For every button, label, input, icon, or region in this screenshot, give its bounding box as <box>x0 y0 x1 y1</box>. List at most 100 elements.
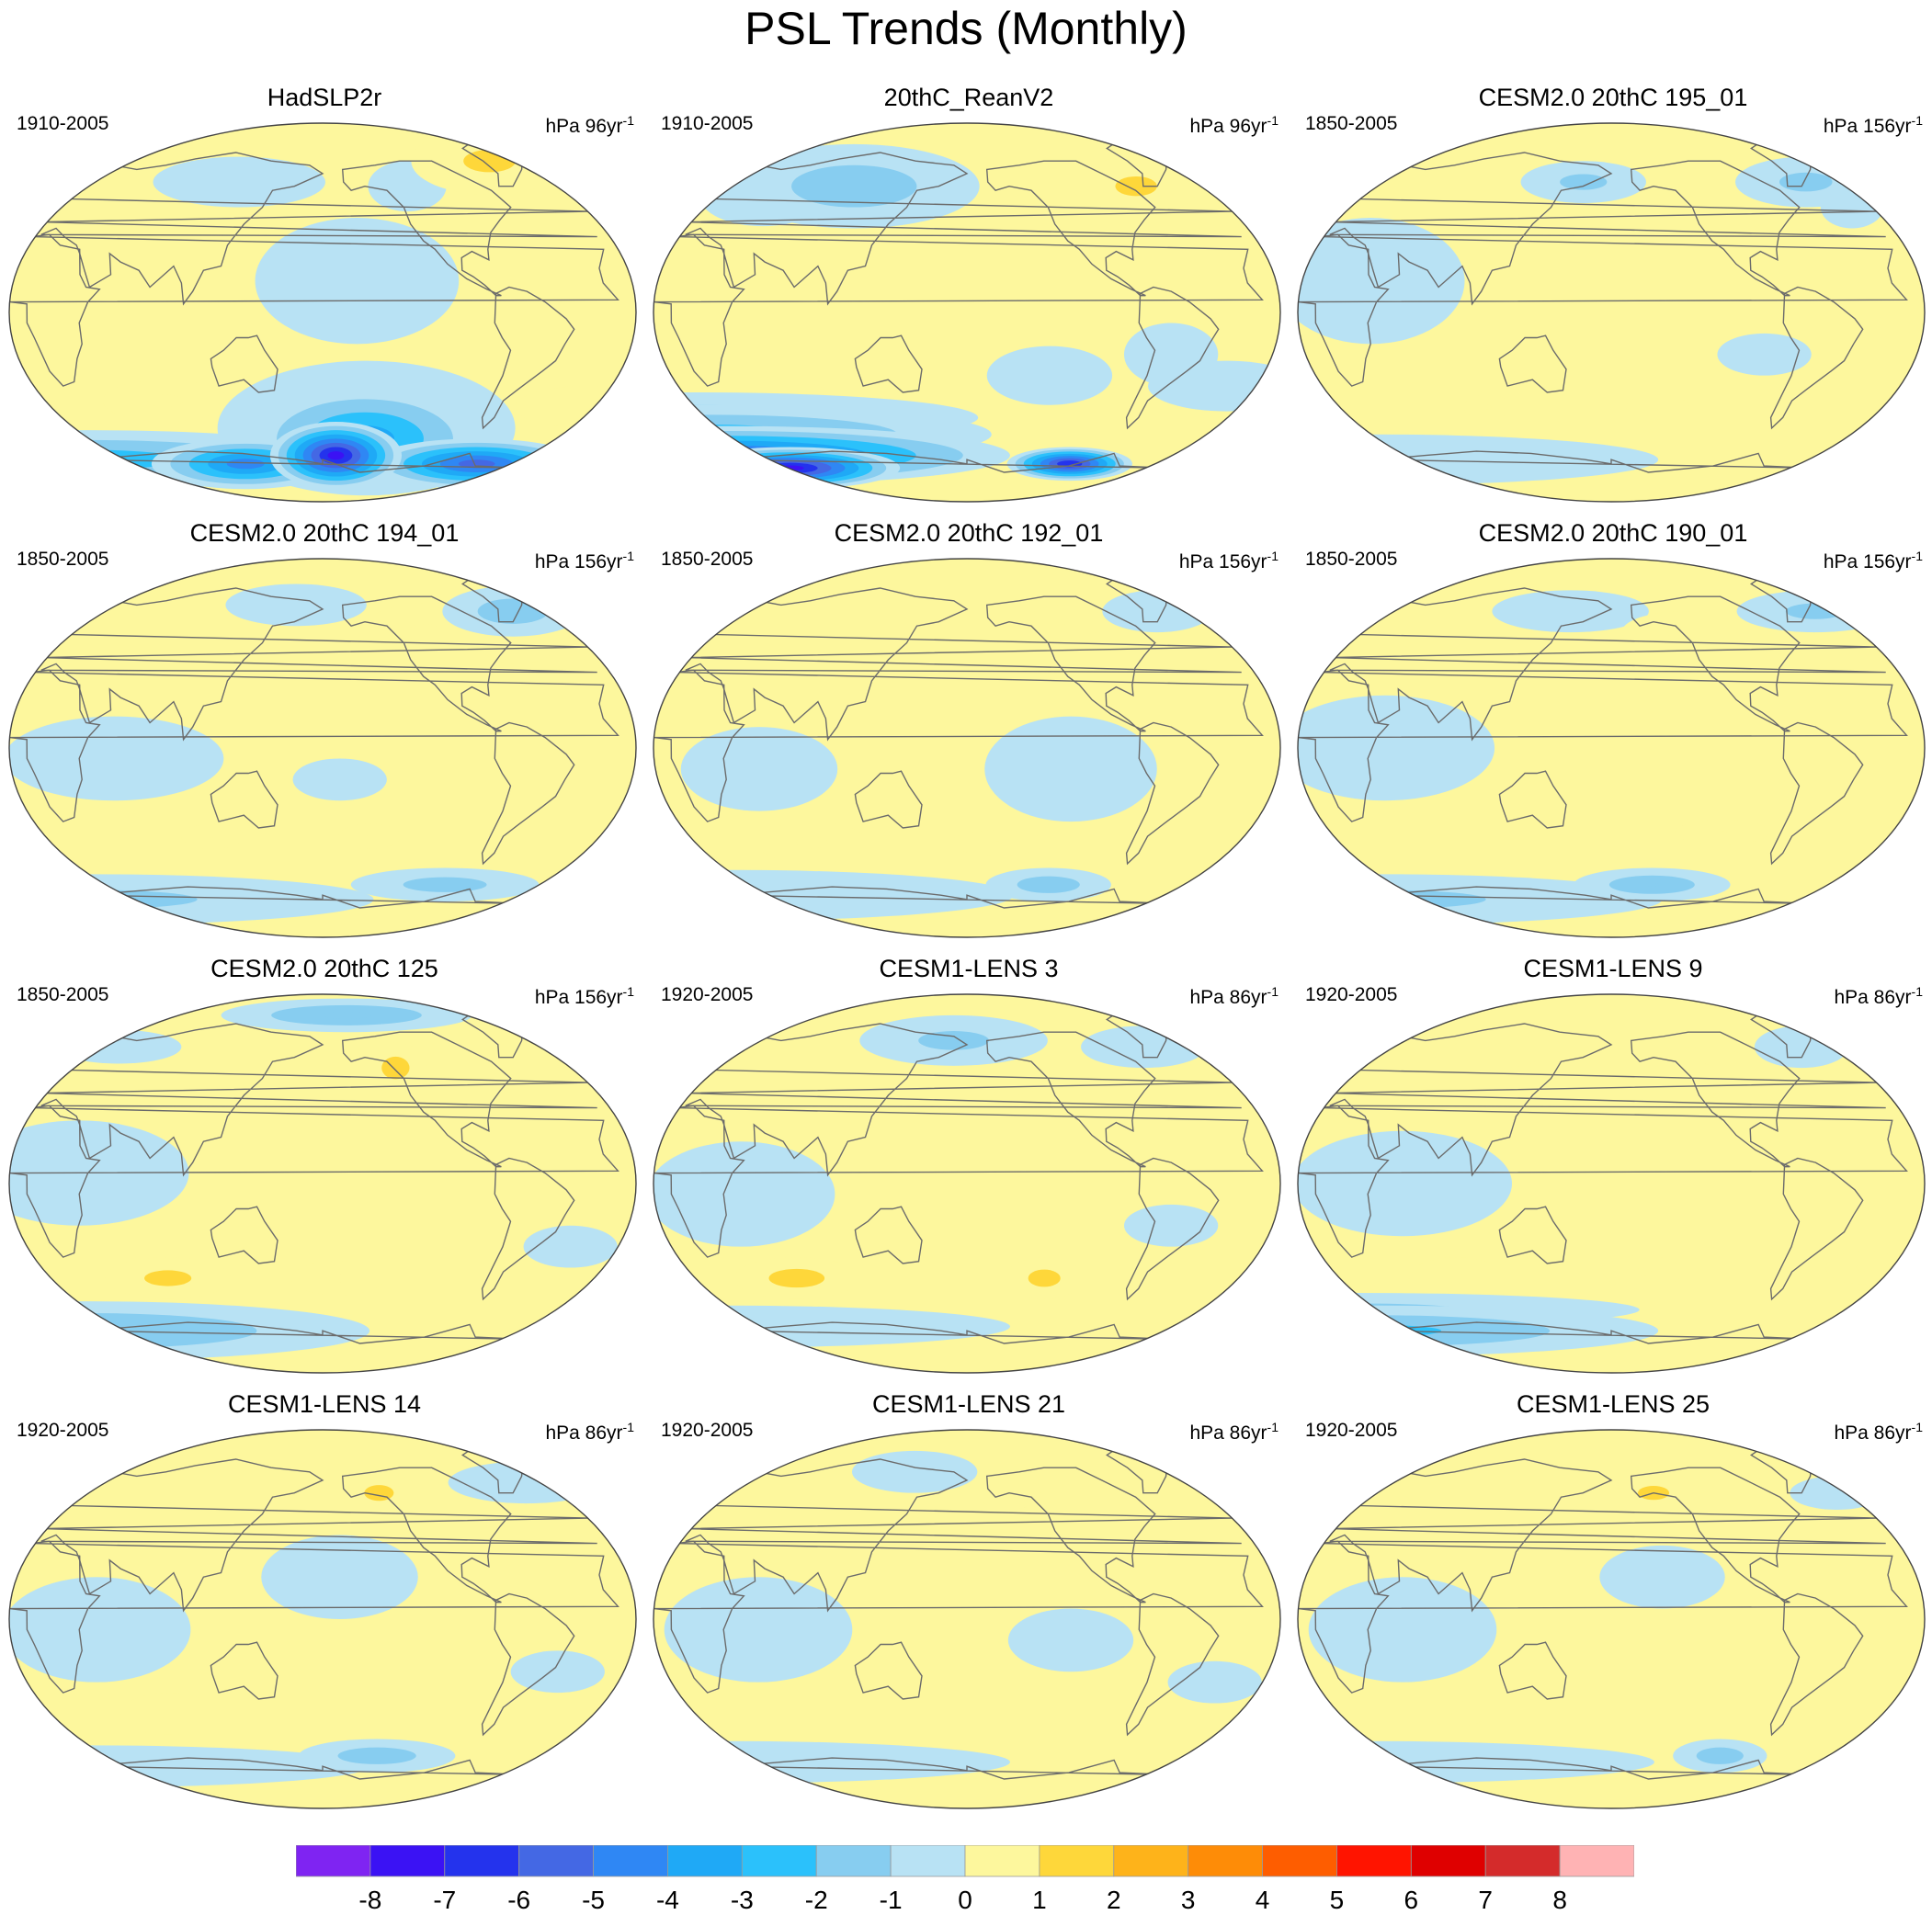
trend-contour <box>1167 1660 1262 1704</box>
coastline <box>341 1467 512 1603</box>
coastline <box>1498 1641 1567 1700</box>
coastline <box>341 595 512 732</box>
trend-contour <box>327 1274 349 1283</box>
trend-contour <box>276 598 317 611</box>
map-plot <box>653 1429 1281 1809</box>
panel-title: CESM2.0 20thC 194_01 <box>189 519 460 547</box>
trend-contour <box>1686 1062 1712 1073</box>
panel-units-text: hPa 156yr <box>534 551 623 572</box>
map-plot <box>8 1429 637 1809</box>
colorbar-swatch <box>1484 1845 1561 1877</box>
trend-contour <box>509 638 528 648</box>
coastline <box>1125 721 1220 866</box>
coastline <box>1769 1592 1864 1737</box>
coastline <box>210 770 278 829</box>
panel-title: CESM1-LENS 9 <box>1523 955 1703 982</box>
trend-contour <box>448 1461 606 1504</box>
panel-title: CESM1-LENS 3 <box>879 955 1059 982</box>
panel-units: hPa 86yr-1 <box>1834 980 1923 1010</box>
trend-contour <box>1718 831 1727 833</box>
map-border <box>8 1429 637 1809</box>
coastline <box>481 286 575 430</box>
colorbar-tick-label: 8 <box>1552 1886 1567 1914</box>
colorbar-swatch <box>1039 1845 1115 1877</box>
panel-units-exponent: -1 <box>1911 984 1923 999</box>
map-panel: CESM2.0 20thC 190_01 1850-2005 hPa 156yr-1 <box>1296 518 1930 938</box>
panel-units: hPa 156yr-1 <box>535 544 634 574</box>
panel-units-exponent: -1 <box>1911 1420 1923 1434</box>
coastline <box>854 770 923 829</box>
colorbar-tick-label: -7 <box>433 1886 457 1914</box>
coastline <box>1498 334 1567 393</box>
panel-units-text: hPa 96yr <box>545 116 623 137</box>
trend-contour <box>523 1225 618 1268</box>
trend-contour <box>153 156 326 208</box>
coastline <box>1329 1458 1886 1613</box>
panel-period: 1850-2005 <box>1305 113 1398 134</box>
trend-contour <box>1298 218 1465 345</box>
map-border <box>8 993 637 1374</box>
coastline <box>1329 1023 1886 1177</box>
coastline <box>1298 1540 1908 1694</box>
map-panel: HadSLP2r 1910-2005 hPa 96yr-1 <box>7 83 642 503</box>
trend-contour <box>406 623 443 641</box>
panel-period: 1920-2005 <box>1305 984 1398 1005</box>
colorbar-tick-label: 2 <box>1106 1886 1121 1914</box>
trend-contour <box>680 727 838 811</box>
coastline <box>210 1641 278 1700</box>
trend-contour <box>1599 1545 1725 1609</box>
coastline <box>985 595 1156 732</box>
colorbar-tick-label: -2 <box>804 1886 828 1914</box>
panel-period: 1910-2005 <box>17 113 109 134</box>
panel-units-exponent: -1 <box>1911 549 1923 563</box>
panel-period: 1850-2005 <box>17 549 109 570</box>
panel-period: 1850-2005 <box>1305 549 1398 570</box>
panel-units: hPa 156yr-1 <box>535 980 634 1010</box>
panel-units-exponent: -1 <box>1267 113 1279 128</box>
panel-units-exponent: -1 <box>1267 549 1279 563</box>
panel-units-exponent: -1 <box>1267 984 1279 999</box>
trend-contour <box>1450 1711 1462 1717</box>
map-panel: CESM1-LENS 21 1920-2005 hPa 86yr-1 <box>652 1389 1286 1809</box>
trend-contour <box>510 1650 605 1694</box>
panel-units: hPa 96yr-1 <box>1189 108 1279 139</box>
map-border <box>653 558 1281 938</box>
map-border <box>8 558 637 938</box>
panel-units-exponent: -1 <box>1911 113 1923 128</box>
trend-contour <box>364 1485 394 1501</box>
trend-contour <box>55 1029 182 1064</box>
map-panel: CESM1-LENS 25 1920-2005 hPa 86yr-1 <box>1296 1389 1930 1809</box>
trend-contour <box>1122 1039 1165 1054</box>
colorbar-swatch <box>518 1845 594 1877</box>
coastline <box>1630 595 1801 732</box>
trend-contour <box>1633 1267 1653 1276</box>
colorbar-swatch <box>1559 1845 1634 1877</box>
coastline <box>653 669 1264 822</box>
panel-title: CESM1-LENS 25 <box>1516 1390 1710 1418</box>
coastline <box>210 334 278 393</box>
colorbar-swatch <box>1336 1845 1412 1877</box>
coastline <box>481 721 575 866</box>
trend-contour <box>986 346 1113 405</box>
coastline <box>653 233 1264 387</box>
trend-contour <box>1445 1273 1468 1284</box>
trend-contour <box>984 716 1157 822</box>
map-plot <box>8 993 637 1374</box>
coastline <box>40 1023 597 1177</box>
panel-units: hPa 156yr-1 <box>1179 544 1279 574</box>
map-border <box>1297 993 1926 1374</box>
panel-units: hPa 86yr-1 <box>1189 980 1279 1010</box>
colorbar-tick-label: 4 <box>1255 1886 1270 1914</box>
map-plot <box>1297 1429 1926 1809</box>
panel-title: CESM2.0 20thC 192_01 <box>834 519 1104 547</box>
trend-contour <box>796 836 828 849</box>
trend-contour <box>144 1270 192 1286</box>
coastline <box>210 1206 278 1264</box>
panel-units-text: hPa 86yr <box>1189 987 1267 1008</box>
trend-contour <box>321 1012 372 1019</box>
panel-units-exponent: -1 <box>1267 1420 1279 1434</box>
coastline <box>1298 1105 1908 1258</box>
coastline <box>1630 160 1801 297</box>
trend-contour <box>30 1324 144 1337</box>
panel-units-text: hPa 156yr <box>1823 116 1912 137</box>
